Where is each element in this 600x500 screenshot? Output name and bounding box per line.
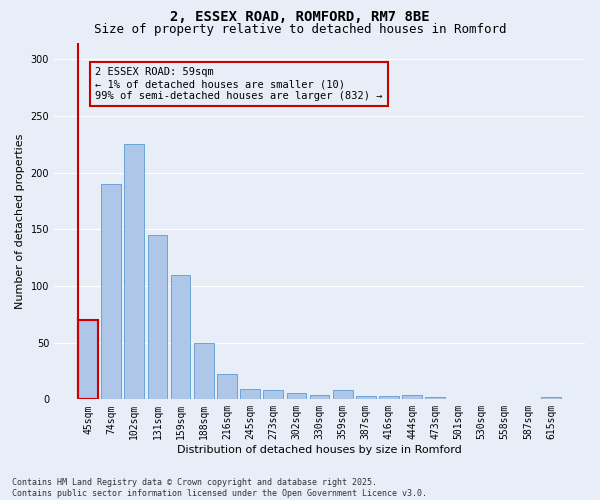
Bar <box>425 397 445 400</box>
Bar <box>402 395 422 400</box>
Bar <box>240 389 260 400</box>
Bar <box>310 395 329 400</box>
Text: 2 ESSEX ROAD: 59sqm
← 1% of detached houses are smaller (10)
99% of semi-detache: 2 ESSEX ROAD: 59sqm ← 1% of detached hou… <box>95 68 382 100</box>
Bar <box>379 396 399 400</box>
Y-axis label: Number of detached properties: Number of detached properties <box>15 133 25 308</box>
Text: Contains HM Land Registry data © Crown copyright and database right 2025.
Contai: Contains HM Land Registry data © Crown c… <box>12 478 427 498</box>
Text: 2, ESSEX ROAD, ROMFORD, RM7 8BE: 2, ESSEX ROAD, ROMFORD, RM7 8BE <box>170 10 430 24</box>
Bar <box>148 235 167 400</box>
Bar <box>194 342 214 400</box>
Bar <box>217 374 237 400</box>
X-axis label: Distribution of detached houses by size in Romford: Distribution of detached houses by size … <box>177 445 462 455</box>
Bar <box>333 390 353 400</box>
Bar <box>171 274 190 400</box>
Bar <box>124 144 144 400</box>
Bar <box>287 392 306 400</box>
Bar <box>101 184 121 400</box>
Bar <box>356 396 376 400</box>
Bar <box>78 320 98 400</box>
Text: Size of property relative to detached houses in Romford: Size of property relative to detached ho… <box>94 22 506 36</box>
Bar <box>263 390 283 400</box>
Bar <box>541 397 561 400</box>
